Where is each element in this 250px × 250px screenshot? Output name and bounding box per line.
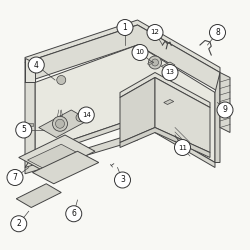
Polygon shape — [25, 58, 35, 168]
Circle shape — [76, 114, 84, 122]
Circle shape — [152, 59, 158, 66]
Polygon shape — [161, 62, 175, 69]
Text: 6: 6 — [71, 209, 76, 218]
Text: 4: 4 — [34, 60, 39, 70]
Polygon shape — [39, 110, 89, 138]
Polygon shape — [25, 82, 35, 168]
Polygon shape — [164, 100, 174, 104]
Text: 9: 9 — [222, 106, 228, 114]
Polygon shape — [25, 20, 220, 72]
Circle shape — [217, 102, 233, 118]
Text: 10: 10 — [136, 50, 144, 56]
Polygon shape — [220, 72, 230, 132]
Polygon shape — [32, 151, 99, 184]
Text: 13: 13 — [166, 70, 174, 75]
Polygon shape — [120, 128, 210, 158]
Text: 12: 12 — [150, 30, 160, 36]
Polygon shape — [19, 135, 95, 174]
Text: 1: 1 — [122, 23, 128, 32]
Polygon shape — [28, 144, 85, 172]
Circle shape — [66, 156, 74, 164]
Circle shape — [52, 116, 68, 131]
Polygon shape — [35, 45, 215, 162]
Polygon shape — [25, 132, 138, 174]
Text: 11: 11 — [178, 144, 187, 150]
Circle shape — [66, 206, 82, 222]
Text: 8: 8 — [215, 28, 220, 37]
Polygon shape — [28, 122, 32, 126]
Text: 7: 7 — [12, 173, 18, 182]
Circle shape — [56, 119, 64, 128]
Circle shape — [114, 172, 130, 188]
Circle shape — [147, 24, 163, 40]
Polygon shape — [120, 78, 155, 142]
Circle shape — [16, 122, 32, 138]
Circle shape — [117, 20, 133, 36]
Text: 3: 3 — [120, 176, 125, 184]
Circle shape — [28, 57, 44, 73]
Circle shape — [7, 170, 23, 186]
Circle shape — [57, 76, 66, 84]
Circle shape — [11, 216, 27, 232]
Polygon shape — [155, 78, 210, 152]
Circle shape — [148, 56, 162, 69]
Text: 2: 2 — [16, 219, 21, 228]
Polygon shape — [25, 82, 35, 168]
Polygon shape — [120, 72, 210, 108]
Polygon shape — [25, 25, 220, 92]
Circle shape — [78, 107, 94, 123]
Polygon shape — [215, 72, 220, 162]
Circle shape — [210, 24, 226, 40]
Circle shape — [174, 140, 190, 156]
Text: 5: 5 — [21, 126, 26, 134]
Circle shape — [162, 64, 178, 80]
Text: 14: 14 — [82, 112, 91, 118]
Polygon shape — [16, 184, 61, 208]
Circle shape — [132, 44, 148, 60]
Polygon shape — [148, 61, 154, 65]
Polygon shape — [35, 118, 215, 168]
